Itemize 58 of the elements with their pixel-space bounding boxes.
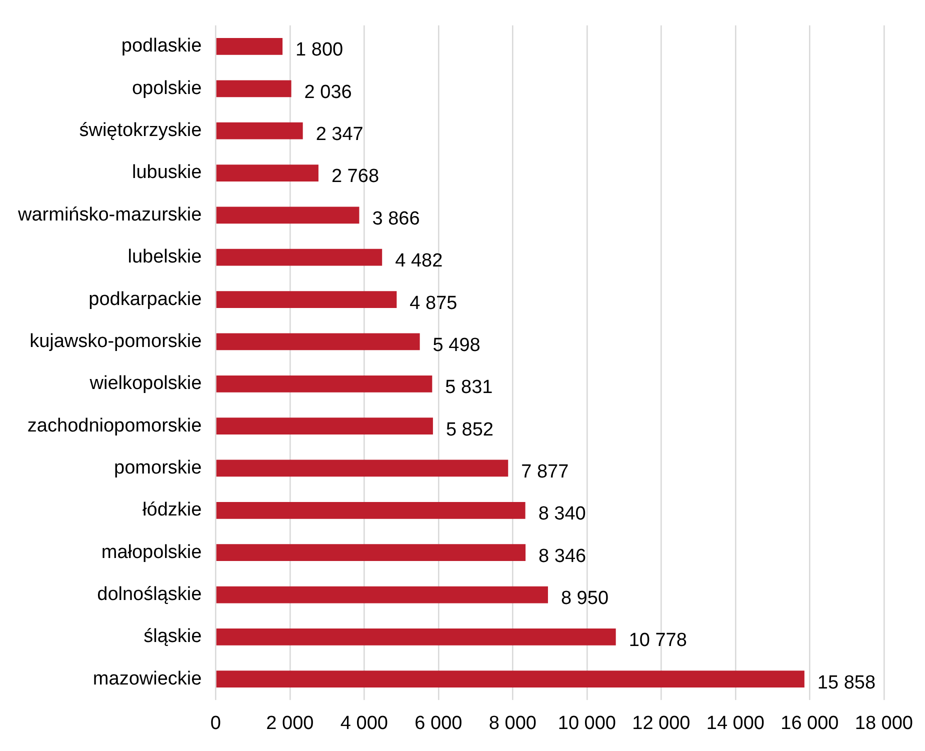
y-tick-label: łódzkie — [142, 500, 202, 521]
x-tick-label: 8 000 — [488, 712, 536, 734]
bar — [216, 544, 526, 562]
data-label: 15 858 — [817, 672, 876, 694]
data-label: 5 831 — [445, 377, 493, 398]
bar — [216, 80, 292, 98]
x-tick-label: 4 000 — [340, 712, 388, 734]
bar — [216, 291, 397, 308]
bar — [216, 206, 360, 224]
y-tick-label: pomorskie — [114, 457, 202, 478]
data-label: 4 875 — [410, 292, 458, 314]
bar — [216, 418, 433, 434]
y-tick-label: wielkopolskie — [88, 373, 202, 394]
data-label: 8 950 — [560, 588, 609, 609]
x-tick-label: 0 — [210, 712, 221, 734]
data-label: 4 482 — [395, 250, 443, 272]
data-label: 3 866 — [372, 208, 420, 230]
bar — [216, 248, 382, 266]
data-label: 2 768 — [331, 166, 380, 188]
data-label: 2 347 — [316, 124, 364, 146]
bar — [216, 670, 804, 688]
bar — [216, 164, 318, 182]
data-label: 8 340 — [538, 504, 586, 525]
data-label: 5 852 — [446, 419, 494, 440]
y-tick-label: dolnośląskie — [97, 584, 202, 605]
y-tick-label: lubelskie — [128, 246, 202, 268]
y-tick-label: kujawsko-pomorskie — [30, 330, 202, 352]
data-label: 5 498 — [432, 334, 480, 356]
bar — [216, 460, 508, 477]
y-tick-label: śląskie — [144, 626, 202, 648]
bar — [216, 38, 283, 55]
data-label: 7 877 — [521, 461, 569, 482]
bar — [216, 375, 432, 392]
data-label: 8 346 — [538, 546, 586, 567]
x-tick-label: 6 000 — [414, 712, 462, 734]
y-tick-label: lubuskie — [132, 162, 202, 184]
x-tick-label: 18 000 — [854, 712, 914, 734]
data-label: 10 778 — [628, 630, 687, 652]
bar — [216, 628, 616, 646]
x-tick-label: 12 000 — [632, 712, 690, 734]
bar — [216, 333, 420, 350]
y-tick-label: mazowieckie — [92, 668, 202, 690]
x-tick-label: 16 000 — [780, 712, 839, 734]
y-tick-label: podlaskie — [121, 36, 202, 57]
y-tick-label: podkarpackie — [88, 288, 202, 310]
y-tick-label: małopolskie — [101, 542, 202, 563]
bar — [216, 122, 303, 140]
data-label: 1 800 — [296, 40, 344, 61]
y-tick-label: warmińsko-mazurskie — [17, 204, 202, 226]
x-tick-label: 10 000 — [558, 712, 616, 734]
y-tick-label: opolskie — [132, 78, 202, 99]
y-tick-label: świętokrzyskie — [79, 120, 202, 142]
data-label: 2 036 — [304, 82, 352, 103]
x-tick-label: 2 000 — [266, 712, 314, 734]
bar — [216, 502, 526, 519]
x-tick-label: 14 000 — [706, 712, 765, 734]
y-tick-label: zachodniopomorskie — [27, 415, 202, 436]
bar — [216, 586, 548, 604]
